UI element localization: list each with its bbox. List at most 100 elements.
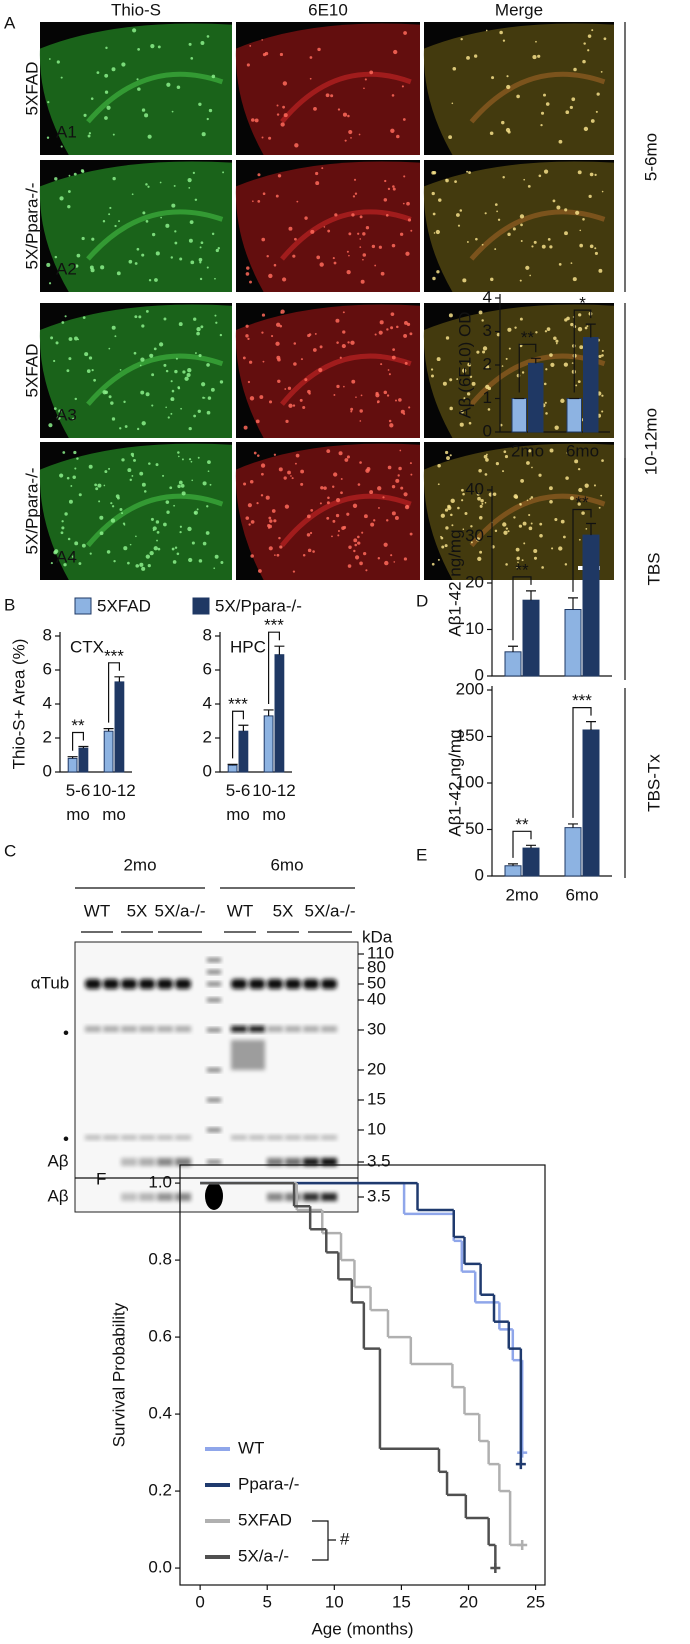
- plaque: [179, 257, 183, 261]
- band: [139, 1135, 155, 1140]
- plaque: [84, 352, 89, 357]
- plaque: [519, 279, 522, 282]
- y-tick-label: 0: [483, 421, 492, 440]
- plaque: [317, 47, 321, 52]
- plaque: [70, 485, 73, 487]
- plaque: [108, 395, 112, 399]
- plaque: [270, 334, 274, 338]
- plaque: [74, 336, 78, 341]
- plaque: [145, 309, 149, 313]
- band: [175, 1135, 191, 1140]
- plaque: [464, 512, 468, 516]
- plaque: [171, 389, 175, 393]
- plaque: [131, 455, 134, 458]
- plaque: [222, 171, 225, 174]
- y-tick-label: 0: [475, 865, 484, 884]
- plaque: [180, 484, 185, 488]
- plaque: [392, 185, 395, 188]
- plaque: [123, 546, 128, 551]
- plaque: [344, 139, 347, 142]
- tissue: [39, 23, 232, 156]
- plaque: [440, 513, 445, 518]
- significance: ***: [104, 646, 124, 665]
- y-tick-label: 0.8: [148, 1250, 172, 1269]
- plaque: [268, 273, 273, 279]
- plaque: [54, 549, 59, 554]
- plaque: [552, 199, 556, 203]
- plaque: [287, 470, 291, 475]
- plaque: [261, 39, 263, 41]
- plaque: [131, 475, 134, 477]
- plaque: [581, 511, 585, 515]
- legend-label: WT: [238, 1438, 264, 1457]
- plaque: [513, 516, 516, 519]
- band-label: Aβ: [47, 1186, 68, 1205]
- plaque: [360, 394, 363, 397]
- plaque: [122, 522, 126, 525]
- legend-bracket: [312, 1520, 336, 1561]
- plaque: [385, 214, 389, 217]
- plaque: [61, 321, 65, 324]
- plaque: [587, 49, 590, 52]
- plaque: [495, 462, 499, 466]
- significance: **: [521, 328, 535, 347]
- plaque: [154, 278, 158, 282]
- plaque: [285, 419, 289, 423]
- plaque: [354, 543, 358, 547]
- plaque: [403, 557, 407, 561]
- plaque: [245, 272, 250, 276]
- plaque: [265, 495, 270, 500]
- bar: [528, 362, 544, 433]
- plaque: [111, 67, 116, 72]
- plaque: [141, 108, 146, 112]
- plaque: [114, 335, 117, 338]
- plaque: [104, 90, 109, 94]
- plaque: [332, 485, 335, 488]
- plaque: [67, 537, 71, 541]
- plaque: [256, 502, 259, 505]
- age-label: 10-12mo: [641, 408, 660, 475]
- error-bar: [114, 676, 125, 682]
- plaque: [378, 245, 383, 249]
- plaque: [182, 370, 186, 374]
- significance-bracket: [512, 576, 532, 641]
- error-bar: [586, 721, 596, 730]
- plaque: [546, 327, 551, 331]
- plaque: [470, 541, 473, 544]
- plaque: [110, 401, 114, 405]
- plaque: [205, 531, 210, 535]
- plaque: [151, 373, 155, 377]
- band: [157, 979, 173, 989]
- plaque: [140, 390, 145, 395]
- plaque: [507, 530, 510, 533]
- y-axis-label: Thio-S+ Area (%): [9, 639, 28, 770]
- plaque: [406, 322, 411, 327]
- plaque: [141, 253, 145, 257]
- plaque: [475, 237, 478, 241]
- plaque: [473, 54, 478, 58]
- plaque: [401, 85, 404, 88]
- bar: [114, 681, 125, 773]
- plaque: [601, 410, 604, 413]
- band: [85, 1135, 101, 1140]
- plaque: [247, 503, 252, 508]
- plaque: [78, 562, 82, 565]
- plaque: [60, 145, 63, 148]
- plaque: [471, 381, 476, 386]
- plaque: [409, 332, 413, 336]
- plaque: [577, 467, 581, 471]
- plaque: [579, 229, 582, 232]
- plaque: [188, 186, 191, 189]
- censor-mark: [490, 1563, 501, 1574]
- plaque: [468, 171, 471, 174]
- x-tick-label: 10-12 mo: [252, 781, 295, 824]
- plaque: [273, 519, 277, 523]
- y-axis-label: Aβ1-42 ng/mg: [445, 729, 464, 836]
- plaque: [370, 522, 375, 527]
- plaque: [268, 136, 272, 140]
- plaque: [526, 461, 530, 465]
- legend-label: 5XFAD: [97, 596, 151, 615]
- plaque: [207, 396, 212, 400]
- plaque: [522, 521, 527, 526]
- plaque: [293, 342, 297, 345]
